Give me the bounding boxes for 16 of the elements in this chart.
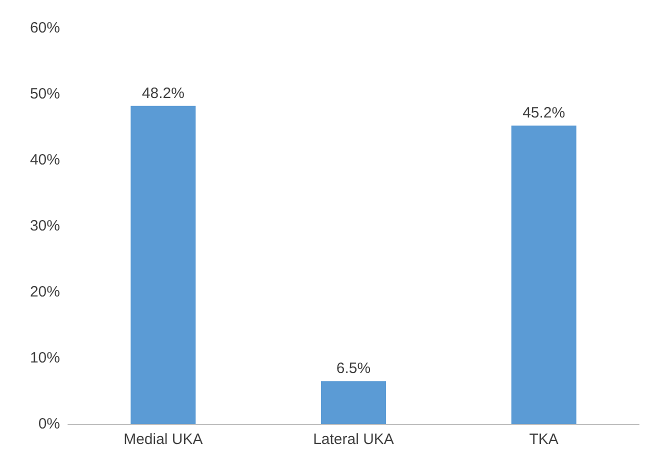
y-tick-label: 40% xyxy=(30,152,60,168)
y-tick-label: 0% xyxy=(38,416,60,432)
x-tick-label: TKA xyxy=(529,431,558,448)
data-label: 45.2% xyxy=(522,104,566,122)
bar xyxy=(321,381,386,424)
bar xyxy=(511,126,576,424)
x-tick-label: Medial UKA xyxy=(124,431,203,448)
y-tick-label: 10% xyxy=(30,350,60,366)
data-label: 48.2% xyxy=(142,84,184,102)
data-label: 6.5% xyxy=(336,360,371,378)
y-tick-label: 60% xyxy=(30,20,60,36)
x-tick-label: Lateral UKA xyxy=(313,431,394,448)
y-tick-label: 30% xyxy=(30,218,60,234)
y-tick-label: 50% xyxy=(30,86,60,102)
bar xyxy=(130,106,196,424)
y-tick-label: 20% xyxy=(30,284,60,300)
